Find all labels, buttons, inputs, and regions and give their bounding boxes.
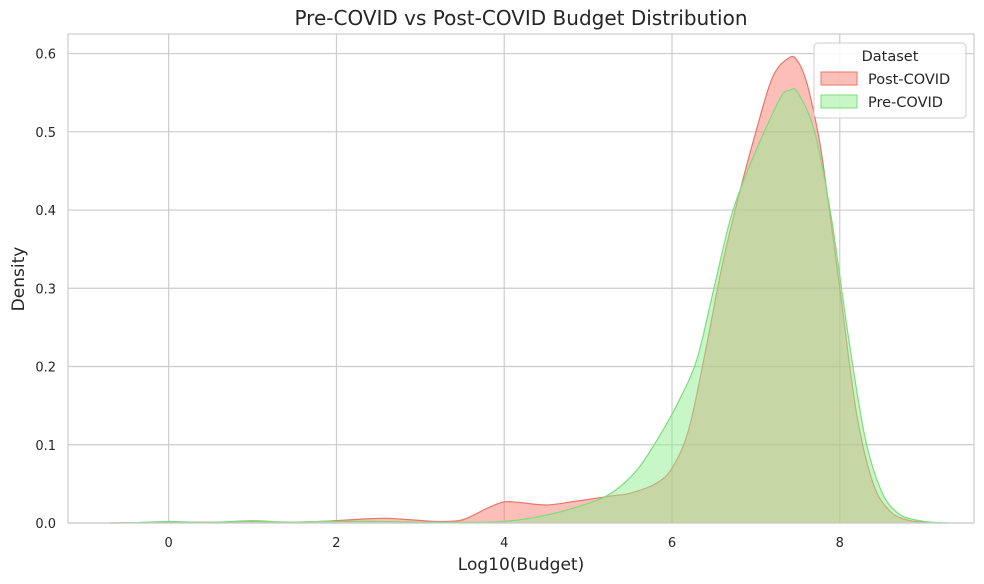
x-axis-title: Log10(Budget) bbox=[458, 555, 584, 575]
y-tick-label: 0.0 bbox=[35, 517, 56, 532]
density-areas bbox=[109, 55, 949, 524]
chart-title: Pre-COVID vs Post-COVID Budget Distribut… bbox=[294, 6, 747, 30]
legend-swatch-post-covid bbox=[820, 71, 858, 86]
legend-swatch-pre-covid bbox=[820, 94, 858, 109]
density-area-pre-covid bbox=[109, 88, 949, 524]
plot-frame bbox=[67, 33, 975, 524]
legend: Dataset Post-COVID Pre-COVID bbox=[813, 42, 967, 119]
x-tick-label: 0 bbox=[165, 536, 173, 551]
legend-title: Dataset bbox=[862, 49, 919, 65]
y-tick-labels: 0.0 0.1 0.2 0.3 0.4 0.5 0.6 bbox=[35, 48, 56, 532]
x-tick-label: 6 bbox=[668, 536, 676, 551]
density-line-pre-covid bbox=[109, 88, 949, 524]
y-tick-label: 0.1 bbox=[35, 439, 56, 454]
x-tick-label: 8 bbox=[836, 536, 844, 551]
y-tick-label: 0.6 bbox=[35, 48, 56, 63]
x-tick-labels: 0 2 4 6 8 bbox=[165, 536, 844, 551]
y-tick-label: 0.2 bbox=[35, 361, 56, 376]
x-tick-label: 4 bbox=[500, 536, 508, 551]
y-tick-label: 0.5 bbox=[35, 126, 56, 141]
y-tick-label: 0.4 bbox=[35, 204, 56, 219]
x-tick-label: 2 bbox=[332, 536, 340, 551]
legend-label-post-covid: Post-COVID bbox=[868, 72, 950, 88]
legend-label-pre-covid: Pre-COVID bbox=[868, 95, 943, 111]
y-axis-title: Density bbox=[9, 247, 29, 312]
y-tick-label: 0.3 bbox=[35, 282, 56, 297]
